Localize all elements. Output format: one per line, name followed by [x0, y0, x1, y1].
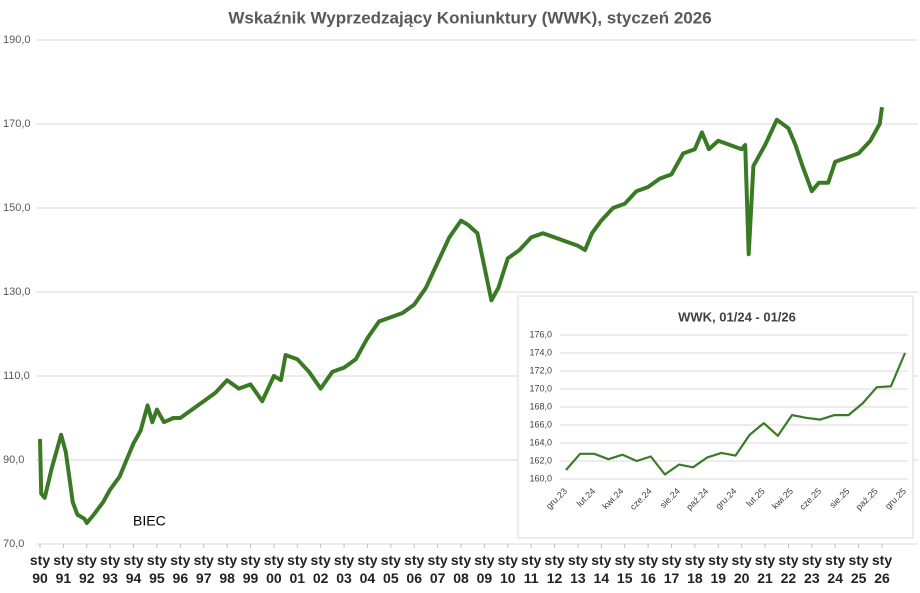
x-tick-label: sty 08 [450, 552, 472, 586]
y-tick-label: 90,0 [3, 454, 24, 466]
x-tick-label: sty 22 [778, 552, 799, 586]
y-tick-label: 150,0 [3, 202, 31, 214]
x-tick-label: sty 93 [100, 552, 121, 586]
y-tick-label: 172,0 [529, 365, 552, 375]
x-tick-label: sty 11 [521, 552, 542, 586]
x-tick-label: sty 94 [123, 552, 144, 586]
x-tick-label: sty 19 [708, 552, 729, 586]
y-tick-label: 168,0 [529, 401, 552, 411]
y-tick-label: 170,0 [3, 118, 31, 130]
x-tick-label: sty 20 [731, 552, 752, 586]
x-tick-label: sty 07 [427, 552, 448, 586]
x-tick-label: sty 18 [684, 552, 705, 586]
x-tick-label: sty 10 [497, 552, 518, 586]
y-tick-label: 166,0 [529, 419, 552, 429]
y-tick-label: 110,0 [3, 370, 30, 382]
x-tick-label: sty 14 [591, 552, 612, 586]
x-tick-label: sty 03 [333, 552, 355, 586]
x-tick-label: sty 95 [146, 552, 168, 586]
y-tick-label: 176,0 [529, 329, 552, 339]
x-tick-label: sty 91 [53, 552, 74, 586]
data-line [565, 352, 907, 476]
y-tick-label: 70,0 [3, 538, 24, 550]
x-tick-label: sty 98 [216, 552, 238, 586]
x-tick-label: sty 17 [661, 552, 682, 586]
x-tick-label: sty 99 [240, 552, 261, 586]
x-tick-label: sty 05 [380, 552, 401, 586]
x-tick-label: sty 15 [614, 552, 635, 586]
data-line [38, 106, 884, 525]
y-tick-label: 164,0 [529, 437, 552, 447]
x-tick-label: sty 92 [76, 552, 97, 586]
y-tick-label: 170,0 [529, 383, 552, 393]
inset-frame [517, 295, 914, 539]
inset-title: WWK, 01/24 - 01/26 [678, 309, 796, 324]
x-tick-label: sty 23 [801, 552, 822, 586]
x-tick-label: sty 21 [754, 552, 776, 586]
y-tick-label: 190,0 [3, 34, 31, 46]
x-tick-label: sty 04 [357, 552, 378, 586]
x-tick-label: sty 26 [871, 552, 893, 586]
x-tick-label: sty 97 [193, 552, 214, 586]
x-tick-label: sty 24 [825, 552, 846, 586]
y-tick-label: 130,0 [3, 286, 31, 298]
x-tick-label: sty 12 [544, 552, 565, 586]
x-tick-label: sty 96 [170, 552, 191, 586]
x-tick-label: sty 90 [29, 552, 51, 586]
chart-title: Wskaźnik Wyprzedzający Koniunktury (WWK)… [228, 8, 711, 27]
x-tick-label: sty 00 [263, 552, 284, 586]
x-tick-label: sty 06 [404, 552, 425, 586]
x-tick-label: sty 25 [848, 552, 869, 586]
x-tick-label: sty 16 [637, 552, 659, 586]
x-tick-label: sty 13 [567, 552, 589, 586]
y-tick-label: 160,0 [529, 473, 552, 483]
annotation: BIEC [133, 513, 166, 529]
x-tick-label: sty 02 [310, 552, 331, 586]
x-tick-label: sty 01 [287, 552, 308, 586]
y-tick-label: 162,0 [529, 455, 552, 465]
y-tick-label: 174,0 [529, 347, 552, 357]
x-tick-label: sty 09 [474, 552, 495, 586]
